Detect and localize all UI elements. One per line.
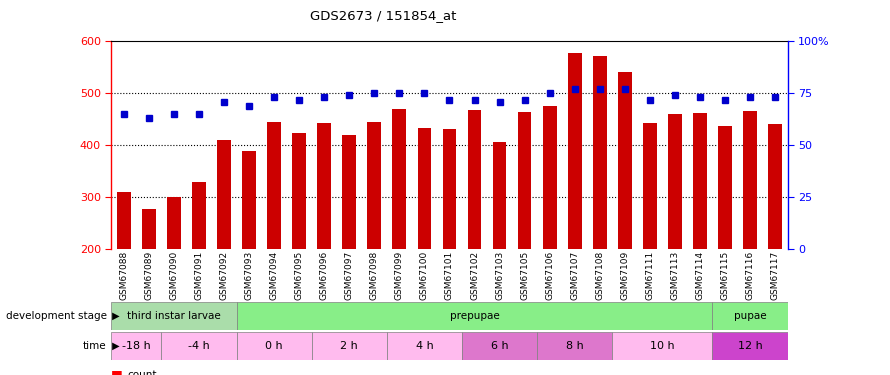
Text: GSM67088: GSM67088 — [119, 251, 128, 300]
Bar — [217, 140, 231, 249]
Bar — [237, 332, 312, 360]
Bar — [192, 182, 206, 249]
Text: GSM67100: GSM67100 — [420, 251, 429, 300]
Bar — [743, 111, 757, 249]
Text: GSM67093: GSM67093 — [245, 251, 254, 300]
Text: 4 h: 4 h — [416, 341, 433, 351]
Bar — [568, 53, 581, 249]
Bar — [292, 133, 306, 249]
Text: GSM67106: GSM67106 — [546, 251, 554, 300]
Bar — [142, 209, 156, 249]
Bar — [242, 150, 256, 249]
Text: GSM67097: GSM67097 — [344, 251, 353, 300]
Text: 10 h: 10 h — [650, 341, 675, 351]
Text: prepupae: prepupae — [449, 311, 499, 321]
Text: ■: ■ — [111, 369, 123, 375]
Bar — [312, 332, 387, 360]
Bar — [462, 332, 538, 360]
Text: GSM67095: GSM67095 — [295, 251, 303, 300]
Text: GSM67103: GSM67103 — [495, 251, 504, 300]
Bar — [111, 302, 237, 330]
Text: GSM67109: GSM67109 — [620, 251, 629, 300]
Bar — [768, 124, 782, 249]
Bar — [368, 122, 381, 249]
Bar — [618, 72, 632, 249]
Text: ▶: ▶ — [109, 341, 119, 351]
Text: 6 h: 6 h — [490, 341, 508, 351]
Text: third instar larvae: third instar larvae — [127, 311, 221, 321]
Bar — [713, 332, 788, 360]
Bar — [518, 112, 531, 249]
Bar — [318, 123, 331, 249]
Text: GSM67098: GSM67098 — [369, 251, 379, 300]
Text: GSM67117: GSM67117 — [771, 251, 780, 300]
Text: 8 h: 8 h — [566, 341, 584, 351]
Text: GSM67091: GSM67091 — [194, 251, 204, 300]
Bar — [442, 129, 457, 249]
Text: GSM67107: GSM67107 — [570, 251, 579, 300]
Text: GSM67101: GSM67101 — [445, 251, 454, 300]
Text: 12 h: 12 h — [738, 341, 763, 351]
Bar — [467, 110, 481, 249]
Bar — [237, 302, 713, 330]
Text: -4 h: -4 h — [188, 341, 210, 351]
Bar — [693, 113, 707, 249]
Text: 0 h: 0 h — [265, 341, 283, 351]
Text: GSM67090: GSM67090 — [169, 251, 178, 300]
Text: -18 h: -18 h — [122, 341, 150, 351]
Text: development stage: development stage — [6, 311, 107, 321]
Bar — [668, 114, 682, 249]
Bar — [387, 332, 462, 360]
Text: GSM67092: GSM67092 — [220, 251, 229, 300]
Text: GSM67108: GSM67108 — [595, 251, 604, 300]
Bar — [643, 123, 657, 249]
Text: GSM67096: GSM67096 — [320, 251, 328, 300]
Text: ▶: ▶ — [109, 311, 119, 321]
Text: GSM67111: GSM67111 — [645, 251, 654, 300]
Text: GSM67113: GSM67113 — [670, 251, 679, 300]
Bar — [612, 332, 713, 360]
Text: time: time — [83, 341, 107, 351]
Bar — [392, 109, 406, 249]
Bar — [343, 135, 356, 249]
Text: GSM67099: GSM67099 — [395, 251, 404, 300]
Text: 2 h: 2 h — [340, 341, 358, 351]
Text: GSM67105: GSM67105 — [520, 251, 530, 300]
Bar — [593, 56, 607, 249]
Text: count: count — [127, 370, 157, 375]
Text: GSM67102: GSM67102 — [470, 251, 479, 300]
Text: GDS2673 / 151854_at: GDS2673 / 151854_at — [310, 9, 456, 22]
Text: GSM67089: GSM67089 — [144, 251, 153, 300]
Text: GSM67116: GSM67116 — [746, 251, 755, 300]
Text: GSM67114: GSM67114 — [695, 251, 705, 300]
Text: GSM67115: GSM67115 — [721, 251, 730, 300]
Bar — [167, 197, 181, 249]
Bar — [161, 332, 237, 360]
Bar — [117, 192, 131, 249]
Bar — [538, 332, 612, 360]
Text: pupae: pupae — [733, 311, 766, 321]
Bar — [713, 302, 788, 330]
Bar — [111, 332, 161, 360]
Text: GSM67094: GSM67094 — [270, 251, 279, 300]
Bar — [417, 128, 432, 249]
Bar — [493, 142, 506, 249]
Bar — [267, 122, 281, 249]
Bar — [718, 126, 732, 249]
Bar — [543, 106, 556, 249]
